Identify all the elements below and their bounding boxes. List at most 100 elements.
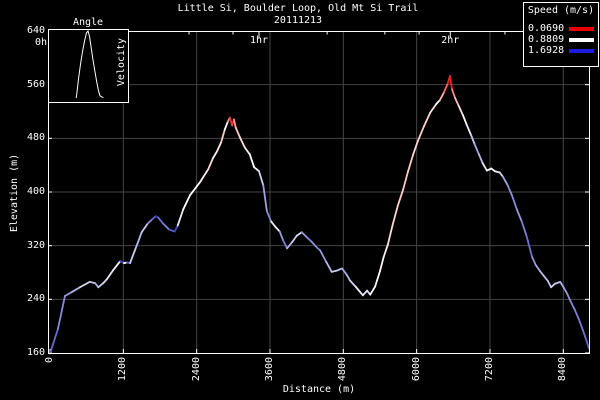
elevation-trace-segment xyxy=(566,292,572,303)
elevation-trace-segment xyxy=(416,125,425,142)
elevation-trace-segment xyxy=(379,256,385,273)
x-tick-label: 6000 xyxy=(410,357,422,382)
elevation-trace-segment xyxy=(135,231,143,248)
elevation-trace-segment xyxy=(382,243,389,258)
legend-entry-value: 1.6928 xyxy=(528,45,565,56)
x-tick-label: 0 xyxy=(44,357,55,364)
elevation-trace-segment xyxy=(520,220,528,238)
y-tick-label: 560 xyxy=(26,78,45,90)
elevation-trace-segment xyxy=(198,168,210,184)
elevation-trace-segment xyxy=(129,246,138,265)
elevation-trace-segment xyxy=(325,260,333,273)
legend-rows: 0.0690 0.8809 1.6928 xyxy=(524,23,598,56)
elevation-trace-segment xyxy=(511,194,518,211)
inset-curve xyxy=(75,29,104,99)
elevation-trace-segment xyxy=(396,188,405,207)
elevation-trace-segment xyxy=(64,291,73,297)
elevation-trace-segment xyxy=(102,278,108,285)
elevation-trace-segment xyxy=(341,267,348,277)
elevation-trace-segment xyxy=(374,270,381,288)
elevation-trace-segment xyxy=(542,274,549,283)
elevation-trace-segment xyxy=(585,338,590,350)
x-tick-label: 1200 xyxy=(117,357,129,382)
elevation-trace-segment xyxy=(248,153,255,169)
time-axis-zero-label: 0h xyxy=(35,37,48,48)
elevation-trace-segment xyxy=(553,280,562,285)
legend-entry: 1.6928 xyxy=(524,45,598,56)
elevation-trace-segment xyxy=(281,238,288,250)
elevation-trace-segment xyxy=(157,216,164,225)
elevation-trace-segment xyxy=(311,241,318,249)
legend-entry-value: 0.8809 xyxy=(528,34,565,45)
elevation-trace-segment xyxy=(470,134,476,146)
elevation-trace-segment xyxy=(559,280,565,289)
elevation-trace-segment xyxy=(478,153,484,165)
elevation-trace-segment xyxy=(286,241,293,250)
elevation-trace-segment xyxy=(223,120,229,131)
elevation-trace-segment xyxy=(215,141,222,153)
y-tick-label: 320 xyxy=(26,239,45,251)
legend-entry-value: 0.0690 xyxy=(528,23,565,34)
legend-color-swatch xyxy=(569,48,594,53)
elevation-trace-segment xyxy=(449,75,453,91)
inset-title: Angle xyxy=(72,17,104,28)
x-tick-label: 3600 xyxy=(263,357,275,382)
elevation-trace-segment xyxy=(173,224,179,233)
elevation-trace-segment xyxy=(525,235,534,258)
elevation-trace-segment xyxy=(407,154,414,173)
elevation-trace-segment xyxy=(402,170,409,191)
x-tick-label: 2400 xyxy=(190,357,202,382)
elevation-trace-segment xyxy=(262,184,268,213)
elevation-trace-segment xyxy=(105,269,114,281)
elevation-trace-segment xyxy=(182,194,191,211)
elevation-trace-segment xyxy=(539,270,545,277)
elevation-trace-segment xyxy=(49,327,59,355)
elevation-trace-segment xyxy=(506,184,513,197)
x-tick-label: 8400 xyxy=(557,357,569,382)
elevation-trace-segment xyxy=(443,82,449,93)
plot-frame xyxy=(48,31,590,354)
x-tick-label: 4800 xyxy=(337,357,349,382)
legend-title: Speed (m/s) xyxy=(527,5,595,16)
x-axis-title: Distance (m) xyxy=(282,384,356,395)
elevation-trace-segment xyxy=(233,118,237,129)
elevation-trace-segment xyxy=(361,289,369,297)
elevation-trace-segment xyxy=(349,279,358,289)
elevation-trace-segment xyxy=(300,231,309,239)
elevation-trace-segment xyxy=(412,140,419,157)
x-tick-label: 7200 xyxy=(483,357,495,382)
elevation-trace-segment xyxy=(473,143,480,156)
elevation-trace-segment xyxy=(531,256,537,267)
elevation-trace-segment xyxy=(295,231,303,237)
y-tick-label: 160 xyxy=(26,347,45,358)
time-axis-label: 1hr xyxy=(249,35,269,46)
elevation-trace-segment xyxy=(330,269,339,273)
elevation-trace-segment xyxy=(278,230,284,241)
elevation-trace-segment xyxy=(189,181,201,197)
elevation-trace-segment xyxy=(501,175,509,187)
elevation-trace-segment xyxy=(462,114,468,126)
elevation-trace-segment xyxy=(220,128,226,144)
elevation-trace-segment xyxy=(581,329,587,340)
elevation-trace-segment xyxy=(578,319,584,332)
elevation-trace-segment xyxy=(547,280,552,289)
y-tick-label: 240 xyxy=(26,293,45,305)
elevation-trace-segment xyxy=(454,97,460,108)
legend-color-swatch xyxy=(569,37,594,42)
elevation-trace-segment xyxy=(391,205,399,226)
legend-entry: 0.0690 xyxy=(524,23,598,34)
elevation-trace-segment xyxy=(88,280,97,285)
elevation-trace-segment xyxy=(457,105,464,117)
elevation-trace-segment xyxy=(429,103,438,114)
y-tick-label: 480 xyxy=(26,132,45,144)
elevation-trace-segment xyxy=(266,210,273,223)
y-tick-label: 400 xyxy=(26,186,45,197)
inset-y-axis-title: Velocity xyxy=(116,37,127,87)
chart-subtitle: 20111213 xyxy=(273,15,323,26)
elevation-trace-segment xyxy=(435,99,441,106)
inset-angle-velocity-panel: Velocity xyxy=(48,29,129,103)
elevation-trace-segment xyxy=(569,300,576,311)
elevation-trace-segment xyxy=(423,111,431,128)
elevation-trace-segment xyxy=(162,222,171,231)
